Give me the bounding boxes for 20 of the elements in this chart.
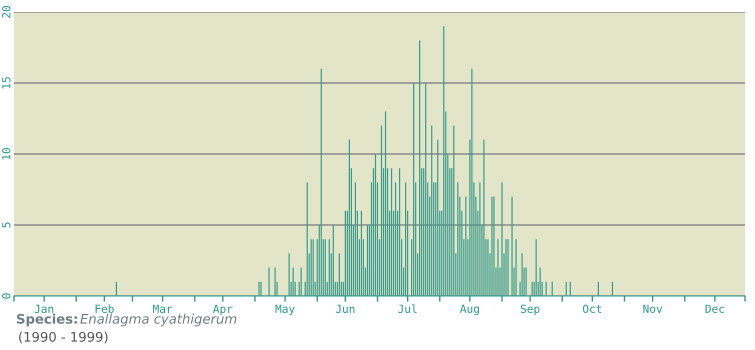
x-tick-label: Sep bbox=[520, 304, 540, 316]
text: (1990 - 1999) bbox=[19, 332, 108, 344]
text: Species: bbox=[16, 314, 77, 326]
y-tick-label: 15 bbox=[2, 77, 10, 88]
x-tick-label: Nov bbox=[643, 304, 662, 313]
x-tick-label: Mar bbox=[153, 304, 172, 313]
x-tick-label: Apr bbox=[213, 304, 232, 316]
x-tick-label: May bbox=[276, 304, 295, 316]
text: Enallagma cyathigerum bbox=[80, 314, 236, 326]
y-tick-label: 5 bbox=[2, 222, 10, 228]
y-tick-label: 20 bbox=[2, 6, 10, 18]
x-tick-label: Jul bbox=[398, 304, 417, 313]
x-tick-label: Dec bbox=[706, 304, 724, 313]
y-tick-label: 0 bbox=[2, 293, 10, 299]
x-tick-label: Jun bbox=[336, 304, 354, 313]
x-tick-label: Aug bbox=[460, 304, 479, 316]
x-tick-label: Feb bbox=[96, 304, 114, 313]
x-tick-label: Jan bbox=[34, 304, 54, 313]
x-tick-label: Oct bbox=[582, 304, 602, 313]
y-tick-label: 10 bbox=[2, 148, 10, 160]
